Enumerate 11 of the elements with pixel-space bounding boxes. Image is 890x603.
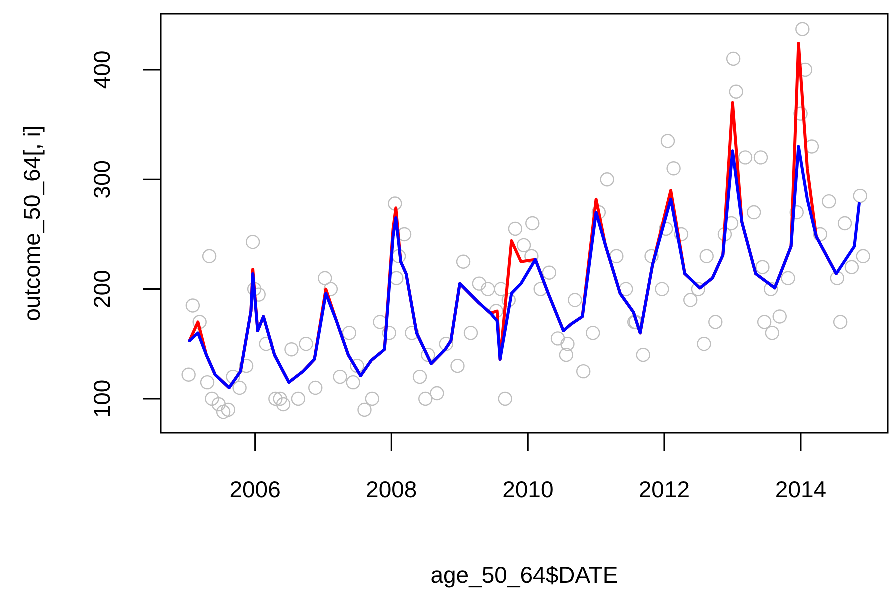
y-tick-label: 300 xyxy=(89,160,115,199)
x-tick-label: 2012 xyxy=(638,476,690,502)
x-tick-label: 2014 xyxy=(775,476,827,502)
y-tick-label: 400 xyxy=(89,50,115,90)
x-tick-label: 2006 xyxy=(230,476,281,502)
x-axis-title: age_50_64$DATE xyxy=(430,562,618,588)
y-axis-title: outcome_50_64[, i] xyxy=(19,126,45,322)
x-tick-label: 2010 xyxy=(502,476,554,502)
y-tick-label: 100 xyxy=(89,380,115,418)
y-tick-label: 200 xyxy=(89,270,115,308)
x-tick-label: 2008 xyxy=(366,476,418,502)
